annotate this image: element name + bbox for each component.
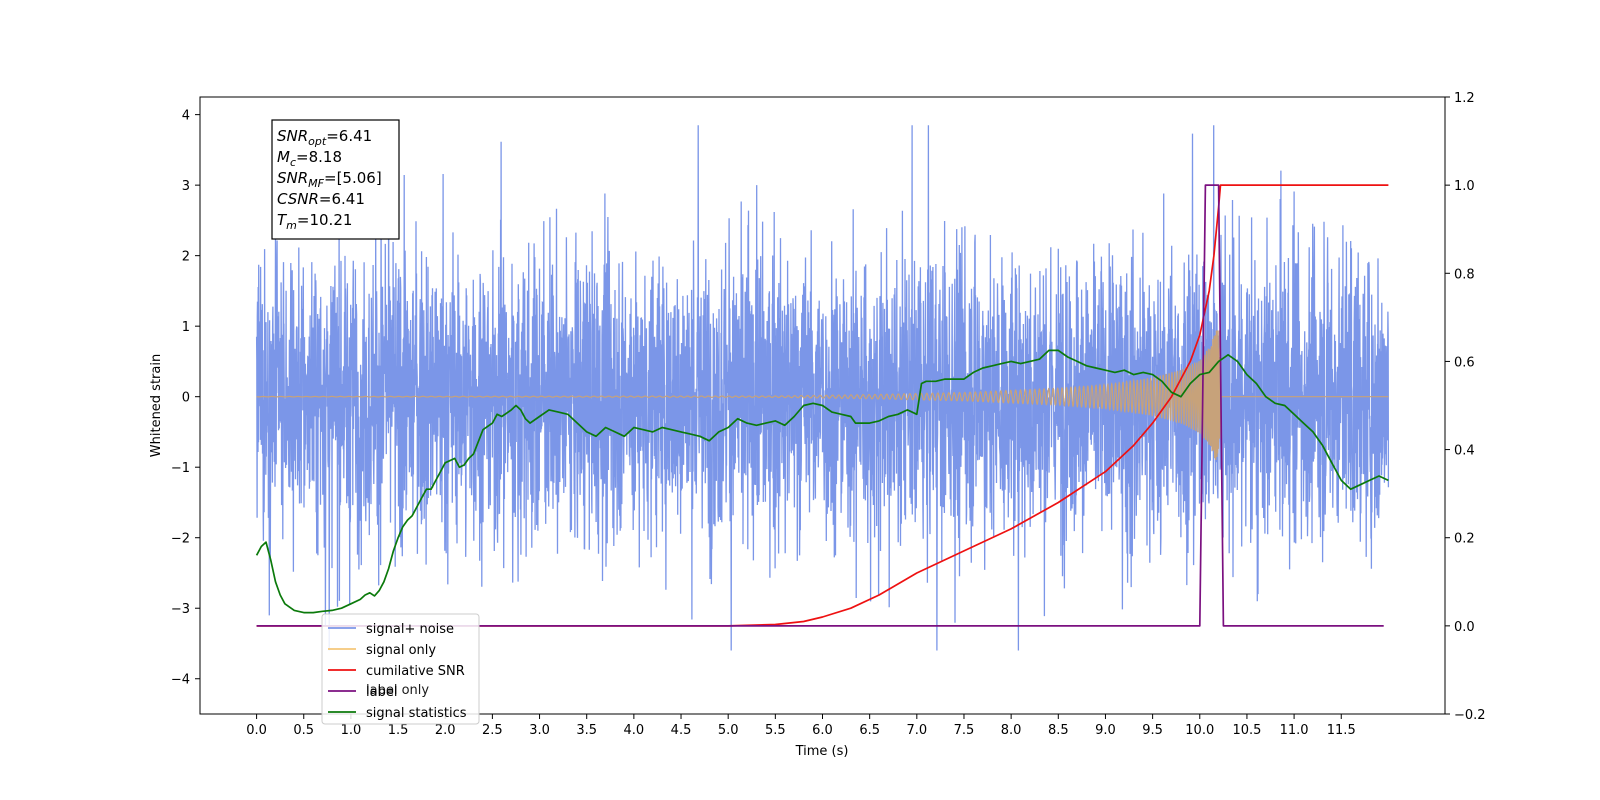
x-tick-label: 0.0	[246, 723, 267, 738]
signal-only-line	[256, 330, 1389, 460]
y-right-tick-label: 0.8	[1454, 267, 1475, 282]
signal-statistics-line	[255, 349, 1389, 614]
y-axis-label: Whitened strain	[149, 354, 164, 457]
annotation-line: Tm=10.21	[277, 211, 352, 232]
y-right-tick-label: −0.2	[1454, 708, 1486, 723]
x-tick-label: 2.5	[482, 723, 503, 738]
y-left-tick-label: 3	[182, 179, 190, 194]
annotation-frame	[271, 119, 400, 240]
legend: label only signal+ noise signal only cumila…	[321, 613, 480, 725]
y-left-tick-label: −2	[171, 532, 190, 547]
x-tick-label: 0.5	[293, 723, 314, 738]
x-axis-label: Time (s)	[795, 744, 849, 759]
y-axis-left: −4 −3 −2 −1 0 1 2 3 4	[171, 109, 200, 688]
x-tick-label: 7.5	[954, 723, 975, 738]
label-line	[256, 184, 1384, 627]
y-right-tick-label: 1.0	[1454, 179, 1475, 194]
right-axis-series	[255, 184, 1389, 627]
x-tick-label: 2.0	[435, 723, 456, 738]
x-tick-label: 10.5	[1232, 723, 1261, 738]
legend-ghost-text: label only	[366, 683, 429, 698]
y-left-tick-label: −1	[171, 461, 190, 476]
annotation-line: SNRMF=[5.06]	[277, 169, 382, 190]
x-tick-label: 1.0	[341, 723, 362, 738]
x-tick-label: 6.5	[859, 723, 880, 738]
cumulative-snr-line	[256, 184, 1389, 627]
x-tick-label: 5.5	[765, 723, 786, 738]
y-right-tick-label: 0.4	[1454, 444, 1475, 459]
y-left-tick-label: 4	[182, 109, 190, 124]
legend-frame	[321, 613, 480, 725]
y-right-tick-label: 0.6	[1454, 355, 1475, 370]
legend-entry: signal only	[366, 643, 436, 658]
x-tick-label: 11.0	[1280, 723, 1309, 738]
x-tick-label: 6.0	[812, 723, 833, 738]
annotation-line: Mc=8.18	[277, 148, 342, 169]
annotation-line: CSNR=6.41	[277, 190, 365, 208]
legend-entry: cumilative SNR	[366, 664, 465, 679]
x-tick-label: 1.5	[388, 723, 409, 738]
legend-entry: signal statistics	[366, 706, 467, 721]
legend-entry: signal+ noise	[366, 622, 454, 637]
annotation-line: SNRopt=6.41	[277, 127, 372, 148]
x-tick-label: 7.0	[906, 723, 927, 738]
y-right-tick-label: 1.2	[1454, 91, 1475, 106]
x-tick-label: 4.5	[671, 723, 692, 738]
y-left-tick-label: 0	[182, 391, 190, 406]
x-axis: 0.0 0.5 1.0 1.5 2.0 2.5 3.0 3.5 4.0 4.5 5.0 5.5 6.0 6…	[246, 714, 1356, 738]
y-left-tick-label: −4	[171, 673, 190, 688]
y-axis-right: −0.2 0.0 0.2 0.4 0.6 0.8 1.0 1.2	[1445, 91, 1486, 723]
x-tick-label: 4.0	[624, 723, 645, 738]
x-tick-label: 9.5	[1142, 723, 1163, 738]
y-right-tick-label: 0.2	[1454, 532, 1475, 547]
x-tick-label: 9.0	[1095, 723, 1116, 738]
y-left-tick-label: 2	[182, 250, 190, 265]
x-tick-label: 5.0	[718, 723, 739, 738]
y-right-tick-label: 0.0	[1454, 620, 1475, 635]
x-tick-label: 8.0	[1001, 723, 1022, 738]
y-left-tick-label: 1	[182, 320, 190, 335]
y-left-tick-label: −3	[171, 602, 190, 617]
x-tick-label: 10.0	[1185, 723, 1214, 738]
x-tick-label: 3.0	[529, 723, 550, 738]
legend-entry: label	[366, 685, 397, 700]
signal-only-series	[256, 330, 1389, 460]
x-tick-label: 3.5	[576, 723, 597, 738]
x-tick-label: 11.5	[1327, 723, 1356, 738]
x-tick-label: 8.5	[1048, 723, 1069, 738]
